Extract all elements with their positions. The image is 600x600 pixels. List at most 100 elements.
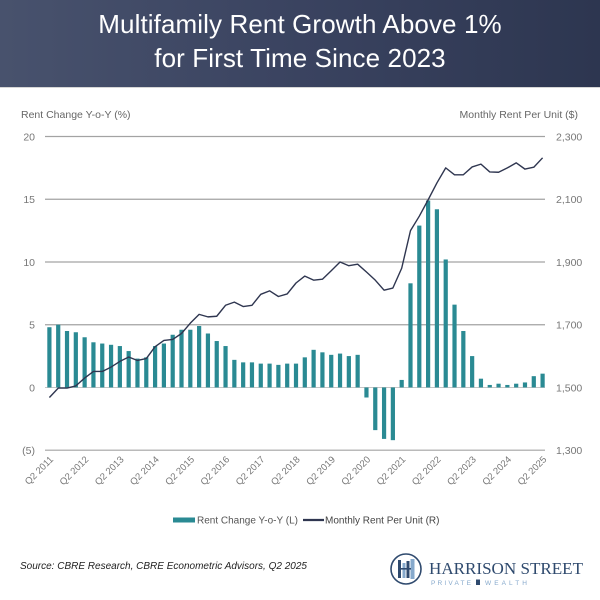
x-tick-label: Q2 2021 [375, 454, 409, 488]
y-tick-label-left: (5) [22, 445, 35, 457]
x-axis-ticks: Q2 2011 Q2 2012 Q2 2013 Q2 2014 Q2 2015 Q2 20… [23, 454, 549, 488]
bar [505, 384, 510, 388]
x-tick-label: Q2 2023 [445, 454, 479, 488]
chart-title-line-1: Multifamily Rent Growth Above 1% [98, 9, 502, 39]
logo-tagline-wealth: WEALTH [485, 580, 527, 587]
legend-swatch-bar [173, 517, 195, 523]
bar [285, 363, 290, 388]
bar [241, 362, 246, 388]
y-axis-right-ticks: 2,300 2,100 1,900 1,700 1,500 1,300 [556, 131, 582, 457]
bar [276, 364, 281, 388]
y-tick-label-right: 1,500 [556, 382, 582, 394]
y-tick-label-right: 1,300 [556, 445, 582, 457]
x-tick-label: Q2 2022 [410, 454, 444, 488]
bar [188, 329, 193, 388]
bar [337, 353, 343, 388]
bar [373, 387, 378, 431]
bar [346, 356, 351, 388]
bar [73, 332, 78, 388]
x-tick-label: Q2 2014 [128, 454, 162, 488]
monthly-rent-line [48, 157, 544, 398]
bar [311, 349, 316, 388]
bar [514, 383, 519, 388]
bar [258, 363, 263, 388]
bar [320, 352, 325, 388]
bar-series-rent-change [47, 200, 545, 441]
bar [540, 373, 545, 388]
bar [82, 337, 87, 388]
bar [161, 343, 166, 388]
bar [223, 346, 228, 388]
bar [108, 344, 114, 388]
bar [496, 383, 501, 388]
y-axis-left-title: Rent Change Y-o-Y (%) [21, 109, 131, 121]
x-tick-label: Q2 2020 [340, 454, 374, 488]
y-tick-label-left: 15 [23, 194, 35, 206]
bar [487, 384, 492, 388]
bar [64, 330, 70, 388]
y-tick-label-left: 5 [29, 320, 35, 332]
bar [381, 387, 387, 439]
x-tick-label: Q2 2011 [23, 454, 56, 487]
bar [135, 358, 140, 388]
y-tick-label-left: 10 [23, 257, 35, 269]
y-axis-right-title: Monthly Rent Per Unit ($) [460, 109, 578, 121]
source-note: Source: CBRE Research, CBRE Econometric … [20, 561, 307, 572]
bar [249, 362, 255, 388]
logo-tagline-mark-icon [476, 579, 480, 585]
y-axis-left-ticks: 20 15 10 5 0 (5) [22, 131, 35, 457]
x-tick-label: Q2 2013 [93, 454, 127, 488]
bar [478, 378, 484, 388]
bar [100, 343, 105, 388]
bar [399, 379, 404, 388]
gridlines [45, 135, 545, 451]
bar [426, 200, 431, 388]
bar [117, 346, 122, 388]
legend: Rent Change Y-o-Y (L) Monthly Rent Per U… [173, 516, 439, 527]
title-banner: Multifamily Rent Growth Above 1% for Fir… [0, 0, 600, 88]
bar [293, 363, 299, 388]
bar [531, 376, 536, 388]
y-tick-label-left: 0 [29, 382, 35, 394]
chart-title-line-2: for First Time Since 2023 [154, 43, 446, 73]
bar [390, 387, 395, 441]
x-tick-label: Q2 2025 [516, 454, 550, 488]
bar [364, 387, 369, 398]
bar [56, 324, 61, 388]
bar [452, 304, 457, 388]
bar [408, 283, 413, 388]
bar [232, 359, 237, 388]
bar [197, 325, 202, 388]
bar [470, 356, 475, 388]
bar [443, 259, 448, 388]
legend-label-monthly-rent: Monthly Rent Per Unit (R) [325, 516, 439, 527]
x-tick-label: Q2 2016 [199, 454, 233, 488]
bar [355, 354, 360, 388]
legend-label-rent-change: Rent Change Y-o-Y (L) [197, 516, 298, 527]
bar [434, 209, 440, 388]
x-tick-label: Q2 2019 [304, 454, 338, 488]
x-tick-label: Q2 2015 [163, 454, 197, 488]
chart-title: Multifamily Rent Growth Above 1% for Fir… [0, 0, 600, 75]
bar [170, 334, 175, 388]
bar [179, 329, 184, 388]
bar [302, 357, 307, 388]
bar [329, 354, 334, 388]
bar [267, 363, 272, 388]
bar [126, 351, 131, 388]
x-tick-label: Q2 2012 [58, 454, 92, 488]
building-in-circle-icon [390, 553, 422, 585]
x-tick-label: Q2 2017 [234, 454, 268, 488]
bar [522, 382, 528, 388]
bar [205, 333, 211, 388]
y-tick-label-right: 1,900 [556, 257, 582, 269]
y-tick-label-right: 2,300 [556, 131, 582, 143]
bar [47, 327, 52, 388]
bar [461, 330, 466, 388]
y-tick-label-right: 1,700 [556, 320, 582, 332]
x-tick-label: Q2 2018 [269, 454, 303, 488]
y-tick-label-right: 2,100 [556, 194, 582, 206]
bar [91, 342, 96, 388]
bar [152, 346, 158, 388]
